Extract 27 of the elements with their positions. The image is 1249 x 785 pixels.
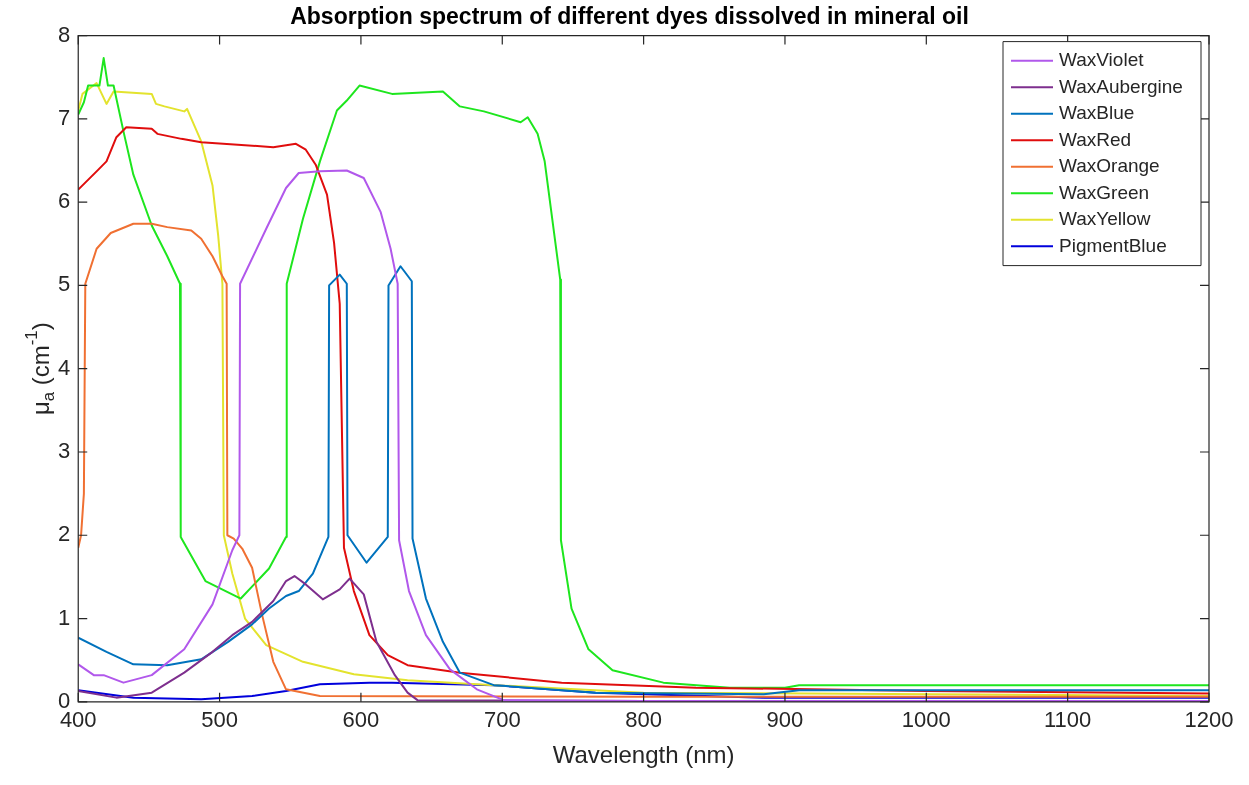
x-tick-label: 600 — [342, 707, 380, 733]
legend-label: WaxOrange — [1059, 155, 1160, 177]
x-tick-label: 500 — [201, 707, 238, 733]
y-tick-label: 7 — [57, 104, 71, 130]
x-tick-label: 1100 — [1044, 707, 1092, 733]
y-tick-label: 1 — [57, 604, 71, 630]
x-tick-label: 800 — [625, 707, 662, 733]
y-tick-label: 2 — [57, 521, 71, 547]
x-tick-label: 700 — [483, 707, 521, 733]
legend-label: WaxGreen — [1059, 181, 1150, 203]
x-tick-label: 900 — [766, 707, 804, 733]
legend-label: WaxBlue — [1059, 102, 1135, 124]
y-tick-label: 5 — [57, 271, 71, 297]
y-axis-title: μa (cm-1) — [22, 322, 58, 416]
legend-label: WaxViolet — [1059, 49, 1145, 71]
x-tick-label: 1000 — [901, 707, 951, 733]
legend-label: WaxYellow — [1059, 208, 1151, 230]
y-tick-label: 6 — [57, 188, 71, 214]
legend-label: PigmentBlue — [1059, 234, 1167, 256]
x-axis-title: Wavelength (nm) — [552, 741, 735, 769]
y-tick-label: 8 — [57, 21, 71, 47]
chart-title: Absorption spectrum of different dyes dissolved in mineral oil — [290, 3, 969, 30]
y-tick-label: 3 — [57, 438, 71, 464]
x-tick-label: 1200 — [1184, 707, 1234, 733]
y-tick-label: 4 — [57, 354, 71, 380]
legend-label: WaxAubergine — [1059, 75, 1183, 97]
legend-label: WaxRed — [1059, 128, 1132, 150]
